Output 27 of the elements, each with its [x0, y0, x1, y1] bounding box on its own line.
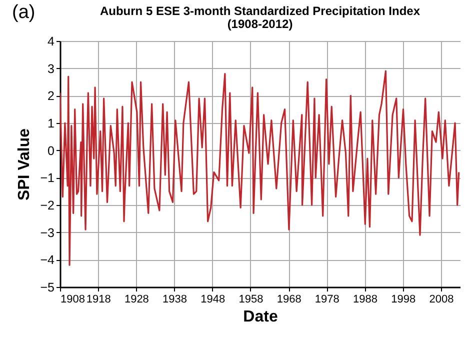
y-tick-label: 4 — [48, 34, 55, 48]
x-axis-title: Date — [243, 308, 278, 326]
x-tick-label: 1978 — [314, 294, 340, 306]
x-tick-label: 1968 — [276, 294, 302, 306]
x-tick-label: 1958 — [238, 294, 264, 306]
y-tick-label: 3 — [48, 62, 55, 76]
x-tick-label: 1918 — [86, 294, 111, 306]
x-tick-label: 1938 — [162, 294, 188, 306]
x-tick-label: 1998 — [391, 294, 416, 306]
text: (a) — [12, 2, 36, 24]
x-tick-label: 1988 — [353, 294, 378, 306]
x-tick-label: 1908 — [60, 294, 85, 306]
x-tick-label: 2008 — [429, 294, 454, 306]
y-tick-label: 1 — [48, 116, 55, 130]
y-tick-label: −2 — [40, 198, 55, 212]
y-axis-title: SPI Value — [16, 128, 34, 201]
chart-title: Auburn 5 ESE 3-month Standardized Precipitation Index — [100, 4, 420, 18]
x-tick-label: 1948 — [200, 294, 226, 306]
y-tick-label: 0 — [48, 144, 55, 158]
chart-subtitle: (1908-2012) — [227, 17, 293, 31]
x-tick-label: 1928 — [124, 294, 149, 306]
y-tick-label: −4 — [40, 253, 55, 268]
y-tick-label: −3 — [40, 226, 55, 240]
y-tick-label: −1 — [40, 171, 55, 186]
y-tick-label: 2 — [48, 89, 55, 104]
y-tick-label: −5 — [40, 280, 55, 294]
line-series — [60, 70, 460, 266]
